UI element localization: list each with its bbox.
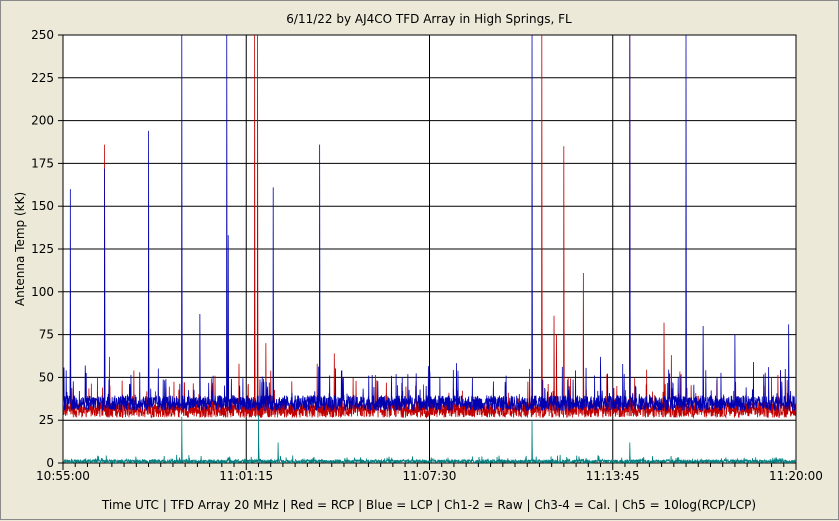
y-tick-label: 250: [31, 28, 54, 42]
y-tick-label: 125: [31, 242, 54, 256]
y-tick-label: 25: [39, 413, 54, 427]
x-tick-label: 11:20:00: [769, 469, 823, 483]
y-tick-label: 75: [39, 328, 54, 342]
y-tick-label: 50: [39, 370, 54, 384]
x-tick-label: 11:01:15: [219, 469, 273, 483]
y-axis-label: Antenna Temp (kK): [13, 192, 27, 306]
y-tick-label: 175: [31, 156, 54, 170]
axis-layer: 0 25 50 75 100 125 150 175 200 225 250 10:55:00 11:0…: [31, 28, 823, 483]
chart-title: 6/11/22 by AJ4CO TFD Array in High Sprin…: [286, 12, 572, 26]
x-axis-label: Time UTC | TFD Array 20 MHz | Red = RCP …: [101, 498, 756, 512]
y-tick-label: 0: [46, 456, 54, 470]
x-tick-label: 11:07:30: [403, 469, 457, 483]
y-tick-label: 100: [31, 285, 54, 299]
x-tick-label: 10:55:00: [36, 469, 90, 483]
series-line-lcp: [62, 34, 797, 412]
y-tick-label: 225: [31, 71, 54, 85]
series-layer: [62, 34, 797, 465]
x-tick-label: 11:13:45: [586, 469, 640, 483]
series-line-10log-rcp-lcp-: [62, 415, 797, 465]
y-tick-label: 150: [31, 199, 54, 213]
y-tick-label: 200: [31, 114, 54, 128]
